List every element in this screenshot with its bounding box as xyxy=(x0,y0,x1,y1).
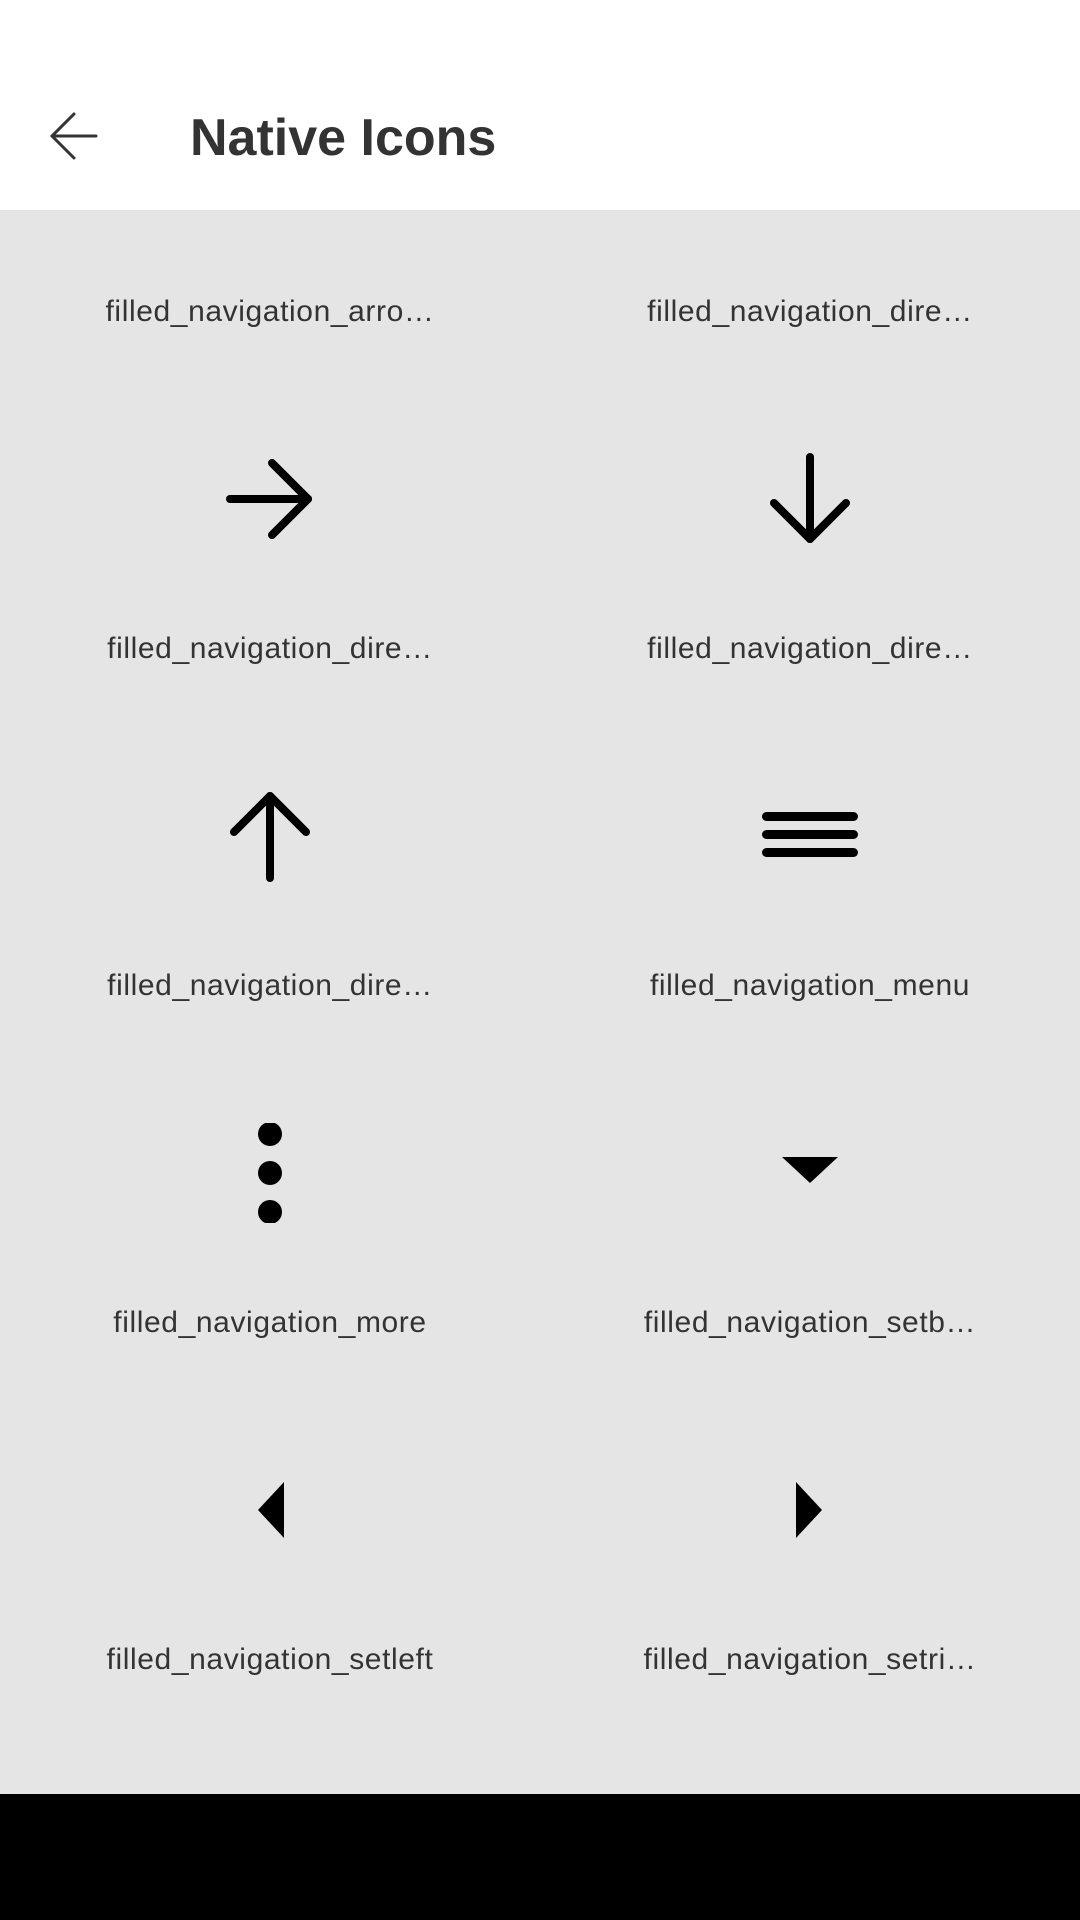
arrow-up-icon xyxy=(220,786,320,886)
icon-label: filled_navigation_setri… xyxy=(643,1643,977,1676)
icon-label: filled_navigation_dire… xyxy=(647,295,973,328)
icon-label: filled_navigation_setb… xyxy=(643,1306,977,1339)
icon-label: filled_navigation_dire… xyxy=(107,632,433,665)
icon-label: filled_navigation_dire… xyxy=(647,632,973,665)
icon-grid-item[interactable]: filled_navigation_more xyxy=(0,1011,540,1348)
triangle-right-icon xyxy=(760,1460,860,1560)
page-title: Native Icons xyxy=(190,109,497,167)
icon-label: filled_navigation_dire… xyxy=(107,969,433,1002)
app-header: Native Icons xyxy=(0,0,1080,210)
icon-grid-item[interactable]: filled_navigation_menu xyxy=(540,674,1080,1011)
menu-icon xyxy=(760,786,860,886)
arrow-back-icon xyxy=(50,112,98,160)
icon-grid-item[interactable]: filled_navigation_dire… xyxy=(0,337,540,674)
triangle-down-icon xyxy=(760,1123,860,1223)
triangle-left-icon xyxy=(220,1460,320,1560)
more-vertical-icon xyxy=(220,1123,320,1223)
icon-grid: filled_navigation_arro… filled_navigatio… xyxy=(0,0,1080,1685)
arrow-right-icon xyxy=(220,449,320,549)
icon-grid-item[interactable]: filled_navigation_dire… xyxy=(540,337,1080,674)
icon-label: filled_navigation_more xyxy=(113,1306,427,1339)
icon-grid-item[interactable]: filled_navigation_setri… xyxy=(540,1348,1080,1685)
icon-label: filled_navigation_setleft xyxy=(106,1643,434,1676)
icon-grid-item[interactable]: filled_navigation_arro… xyxy=(0,0,540,337)
icon-grid-item[interactable]: filled_navigation_dire… xyxy=(0,674,540,1011)
icon-label: filled_navigation_menu xyxy=(649,969,971,1002)
system-navigation-bar xyxy=(0,1794,1080,1920)
icon-grid-item[interactable]: filled_navigation_setb… xyxy=(540,1011,1080,1348)
back-button[interactable] xyxy=(36,98,112,174)
icon-grid-item[interactable]: filled_navigation_setleft xyxy=(0,1348,540,1685)
arrow-down-icon xyxy=(760,449,860,549)
icon-label: filled_navigation_arro… xyxy=(105,295,435,328)
